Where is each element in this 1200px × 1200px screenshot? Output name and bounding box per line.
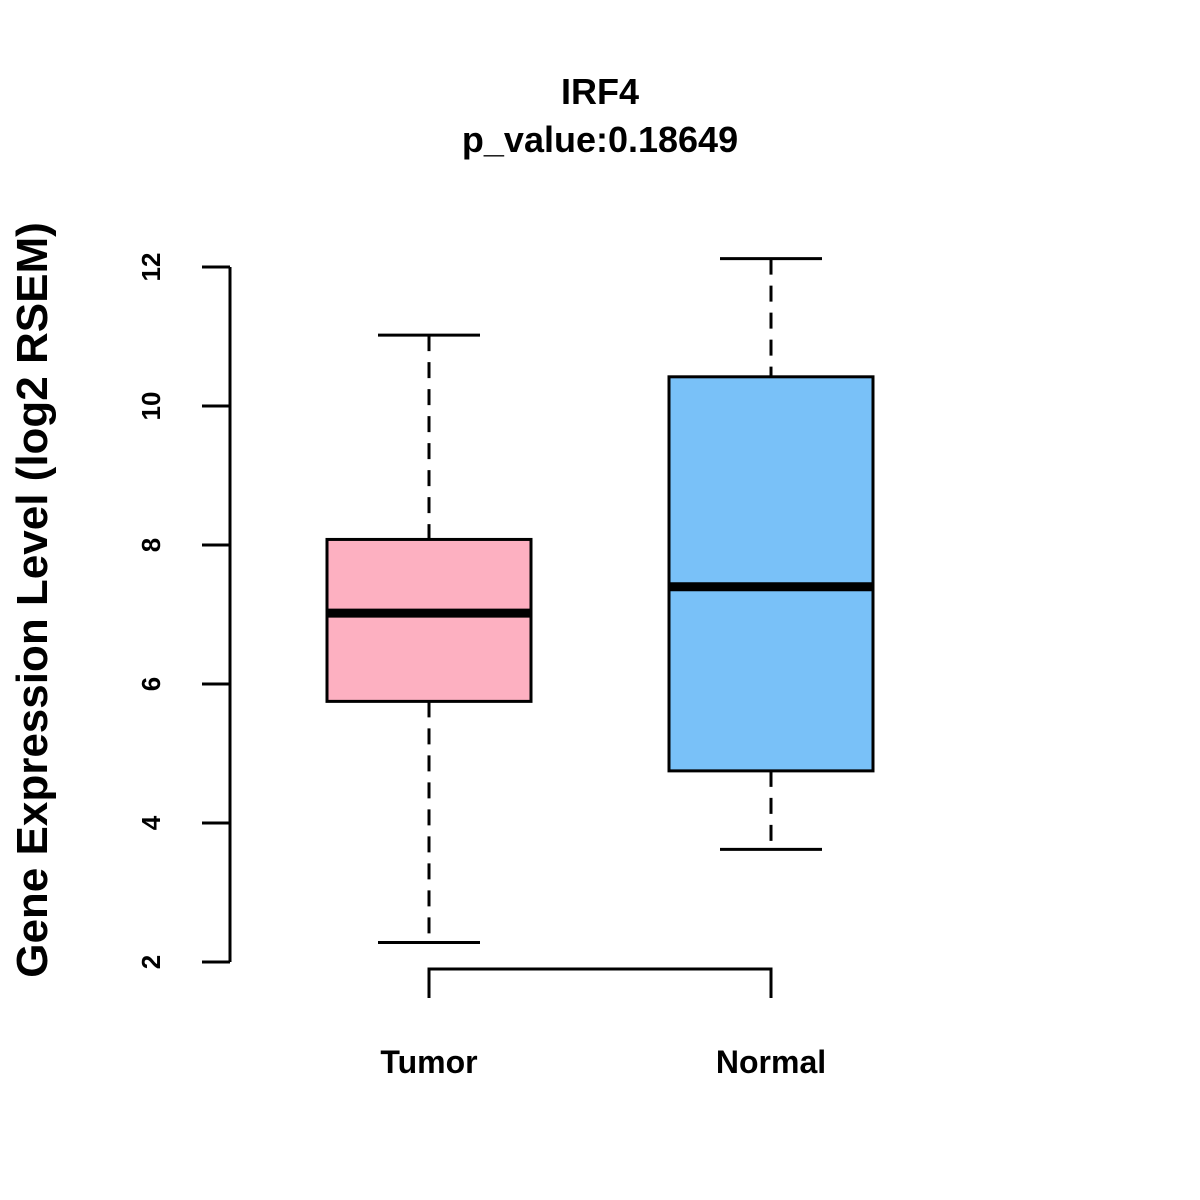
y-tick-label: 8 — [136, 538, 166, 552]
x-tick-label-tumor: Tumor — [380, 1044, 477, 1080]
chart-title: IRF4 — [561, 71, 639, 112]
y-axis-label: Gene Expression Level (log2 RSEM) — [8, 222, 57, 978]
y-tick-label: 4 — [136, 815, 166, 830]
box-group-normal — [667, 257, 875, 851]
box-tumor — [325, 537, 533, 703]
y-tick-label: 6 — [136, 677, 166, 691]
y-tick-label: 10 — [136, 392, 166, 421]
y-tick-label: 2 — [136, 955, 166, 969]
x-tick-label-normal: Normal — [716, 1044, 826, 1080]
y-axis: 2 4 6 8 10 12 — [136, 253, 232, 969]
boxes — [325, 257, 875, 945]
x-axis-labels: Tumor Normal — [380, 1044, 826, 1080]
box-group-tumor — [325, 333, 533, 945]
box-normal — [667, 375, 875, 773]
chart-subtitle: p_value:0.18649 — [462, 119, 738, 160]
comparison-bracket — [427, 967, 773, 998]
y-tick-label: 12 — [136, 253, 166, 282]
bracket-line — [427, 967, 773, 998]
